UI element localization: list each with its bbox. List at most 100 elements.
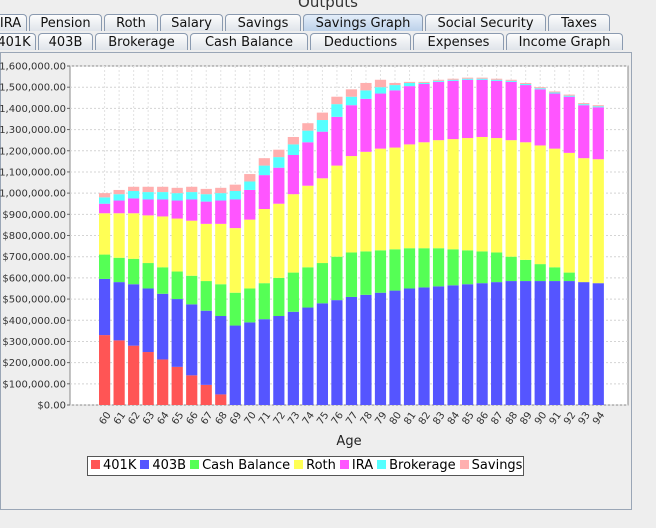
bar-403b-age-68: [215, 316, 227, 395]
x-tick-label: 64: [155, 410, 171, 427]
bar-403b-age-65: [171, 299, 183, 367]
bar-brokerage-age-62: [128, 191, 140, 199]
bar-roth-age-69: [229, 228, 241, 293]
x-tick-label: 63: [141, 410, 157, 427]
legend-label-roth: Roth: [306, 458, 336, 473]
bar-401k-age-66: [186, 375, 198, 405]
tab-roth[interactable]: Roth: [104, 14, 158, 31]
bar-ira-age-88: [505, 81, 517, 141]
bar-roth-age-71: [258, 209, 270, 284]
x-tick-label: 73: [286, 410, 302, 427]
tab-ira[interactable]: IRA: [0, 14, 27, 31]
tab-savings[interactable]: Savings: [225, 14, 301, 31]
bar-cash-balance-age-60: [99, 254, 111, 279]
bar-403b-age-67: [200, 310, 212, 385]
tab-savings-graph[interactable]: Savings Graph: [303, 14, 423, 31]
bar-roth-age-93: [578, 158, 590, 283]
bar-brokerage-age-61: [113, 194, 125, 201]
bar-brokerage-age-88: [505, 80, 517, 82]
legend-label-brokerage: Brokerage: [389, 458, 456, 473]
bar-savings-age-90: [534, 87, 546, 89]
bar-cash-balance-age-87: [491, 252, 503, 283]
bar-brokerage-age-77: [345, 96, 358, 106]
bar-403b-age-88: [505, 281, 517, 405]
tab-income-graph[interactable]: Income Graph: [506, 33, 623, 50]
legend-item-cash-balance: Cash Balance: [190, 457, 290, 475]
bar-403b-age-63: [142, 288, 154, 353]
bar-403b-age-85: [462, 284, 474, 405]
bar-savings-age-78: [360, 82, 372, 91]
bar-brokerage-age-84: [447, 79, 459, 81]
bar-cash-balance-age-72: [273, 277, 285, 317]
y-tick-label: $1,400,000.00: [0, 104, 66, 115]
bar-brokerage-age-80: [389, 85, 401, 91]
bar-brokerage-age-70: [244, 181, 256, 190]
tab-401k[interactable]: 401K: [0, 33, 36, 50]
y-tick-label: $1,500,000.00: [0, 83, 66, 94]
bar-403b-age-71: [258, 319, 270, 405]
bar-roth-age-70: [244, 219, 256, 289]
x-tick-label: 89: [518, 410, 534, 427]
savings-chart: $0.00 $100,000.00 $200,000.00 $300,000.00 $4…: [0, 60, 630, 480]
bar-cash-balance-age-85: [462, 250, 474, 285]
y-tick-label: $900,000.00: [2, 210, 66, 221]
bar-savings-age-74: [302, 123, 314, 131]
tab-pension[interactable]: Pension: [29, 14, 102, 31]
bar-ira-age-70: [244, 189, 256, 220]
bar-cash-balance-age-89: [520, 259, 532, 282]
bar-ira-age-65: [171, 200, 183, 219]
tab-cash-balance[interactable]: Cash Balance: [190, 33, 308, 50]
x-tick-label: 76: [330, 410, 346, 427]
x-tick-label: 78: [359, 410, 375, 427]
bar-403b-age-93: [578, 282, 590, 405]
bar-savings-age-82: [418, 81, 430, 83]
bar-403b-age-74: [302, 307, 314, 405]
bar-401k-age-63: [142, 352, 154, 405]
bar-savings-age-81: [403, 81, 416, 83]
bar-roth-age-94: [592, 159, 604, 284]
bar-savings-age-72: [273, 149, 285, 158]
tab-403b[interactable]: 403B: [38, 33, 93, 50]
bar-cash-balance-age-77: [345, 252, 358, 297]
bar-403b-age-91: [549, 281, 561, 405]
bar-403b-age-79: [374, 292, 387, 405]
bar-403b-age-64: [157, 293, 169, 360]
tab-social-security[interactable]: Social Security: [425, 14, 546, 31]
bar-ira-age-68: [215, 200, 227, 224]
bar-savings-age-91: [549, 91, 561, 93]
bar-ira-age-86: [476, 79, 488, 137]
tab-expenses[interactable]: Expenses: [413, 33, 504, 50]
tab-taxes[interactable]: Taxes: [548, 14, 610, 31]
x-tick-label: 80: [388, 410, 404, 427]
legend-swatch-401k: [91, 460, 100, 469]
legend-label-403b: 403B: [152, 458, 187, 473]
tab-deductions[interactable]: Deductions: [310, 33, 411, 50]
bar-brokerage-age-75: [316, 120, 328, 132]
bar-roth-age-81: [403, 144, 416, 249]
bar-ira-age-92: [563, 96, 575, 153]
legend-swatch-ira: [339, 460, 349, 469]
tab-salary[interactable]: Salary: [160, 14, 223, 31]
tab-brokerage[interactable]: Brokerage: [95, 33, 188, 50]
y-tick-label: $400,000.00: [2, 316, 66, 327]
bar-roth-age-73: [287, 194, 299, 273]
bar-brokerage-age-76: [331, 104, 343, 117]
bar-brokerage-age-83: [432, 80, 445, 82]
bar-cash-balance-age-63: [142, 263, 154, 289]
x-tick-label: 67: [199, 410, 215, 427]
bar-cash-balance-age-82: [418, 248, 430, 288]
bar-403b-age-61: [113, 282, 125, 341]
bar-ira-age-74: [302, 142, 314, 186]
bar-cash-balance-age-83: [432, 248, 445, 287]
bar-ira-age-77: [345, 105, 358, 157]
bar-401k-age-68: [215, 394, 227, 405]
bar-403b-age-80: [389, 290, 401, 405]
bar-roth-age-78: [360, 151, 372, 252]
bar-roth-age-61: [113, 213, 125, 258]
x-tick-label: 61: [112, 410, 128, 427]
bar-403b-age-77: [345, 296, 358, 405]
bar-brokerage-age-71: [258, 165, 270, 176]
bar-roth-age-68: [215, 223, 227, 285]
legend-item-401k: 401K: [91, 457, 136, 475]
bar-403b-age-81: [403, 288, 416, 405]
